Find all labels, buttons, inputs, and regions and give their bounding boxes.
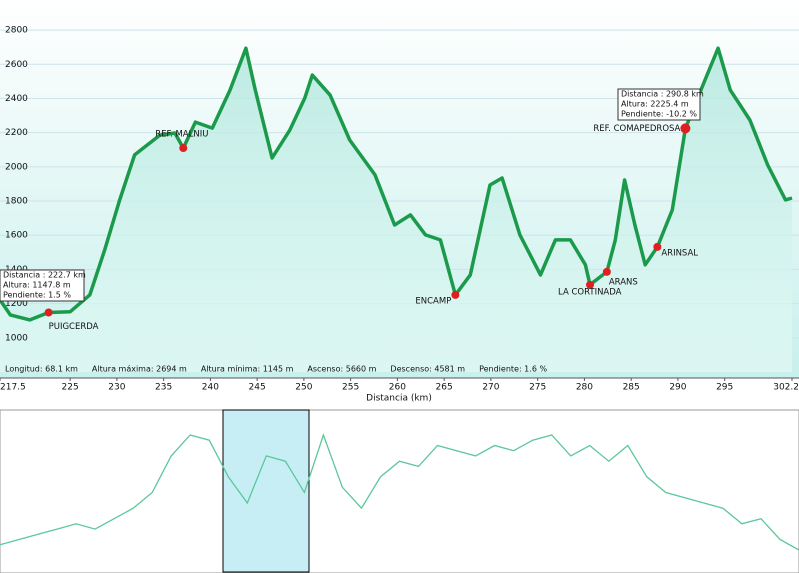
stat: Altura máxima: 2694 m [92,365,187,374]
waypoint [451,290,460,299]
waypoint-label: REF. COMAPEDROSA [593,124,680,134]
x-tick-label: 265 [436,383,453,393]
x-tick-label: 270 [482,383,499,393]
y-tick-label: 2000 [5,162,28,172]
tooltip-line: Altura: 2225.4 m [621,100,689,109]
x-tick-label: 230 [108,383,125,393]
x-tick-label: 280 [576,383,593,393]
y-tick-label: 1800 [5,197,28,207]
waypoint [653,242,662,251]
stat: Longitud: 68.1 km [5,365,78,374]
waypoint-label: ARINSAL [661,248,698,258]
overview-panel [0,409,799,573]
waypoint [44,308,53,317]
x-tick-label: 240 [202,383,219,393]
stat: Pendiente: 1.6 % [479,365,547,374]
stat: Descenso: 4581 m [390,365,465,374]
y-tick-label: 2800 [5,26,28,36]
x-tick-label: 290 [669,383,686,393]
elevation-area [0,48,792,372]
x-tick-label: 285 [623,383,640,393]
waypoint [179,144,188,153]
waypoint-label: PUIGCERDA [49,322,99,332]
waypoint [586,280,595,289]
x-tick-label: 250 [295,383,312,393]
y-tick-label: 2200 [5,128,28,138]
y-tick-label: 1600 [5,231,28,241]
x-axis-title: Distancia (km) [366,394,432,404]
waypoint-label: ENCAMP [415,296,451,306]
x-tick-label: 217.5 [0,383,26,393]
stat: Altura mínima: 1145 m [201,365,294,374]
waypoint [602,267,611,276]
tooltip-box [617,88,701,121]
x-tick-label: 245 [249,383,266,393]
waypoint-label: ARANS [609,277,638,287]
tooltip-box [0,269,85,302]
waypoint [680,123,691,134]
overview-selection[interactable] [222,409,310,573]
x-tick-label: 275 [529,383,546,393]
x-tick-label: 260 [389,383,406,393]
y-tick-label: 1000 [5,333,28,343]
x-tick-label: 295 [716,383,733,393]
elevation-line [0,46,793,322]
tooltip-line: Pendiente: -10.2 % [621,110,697,119]
tooltip-line: Distancia : 222.7 km [3,271,86,280]
tooltip-line: Altura: 1147.8 m [3,281,71,290]
stat: Ascenso: 5660 m [307,365,376,374]
x-tick-label: 235 [155,383,172,393]
x-tick-label: 255 [342,383,359,393]
tooltip-line: Distancia : 290.8 km [621,90,704,99]
waypoint-label: REF. MALNIU [155,130,208,140]
overview-line [0,433,799,551]
y-tick-label: 1200 [5,299,28,309]
y-tick-label: 2600 [5,60,28,70]
waypoint-label: LA CORTINADA [558,287,622,297]
x-tick-label: 302.2 [773,383,799,393]
tooltip-line: Pendiente: 1.5 % [3,291,71,300]
x-tick-label: 225 [62,383,79,393]
y-tick-label: 2400 [5,94,28,104]
